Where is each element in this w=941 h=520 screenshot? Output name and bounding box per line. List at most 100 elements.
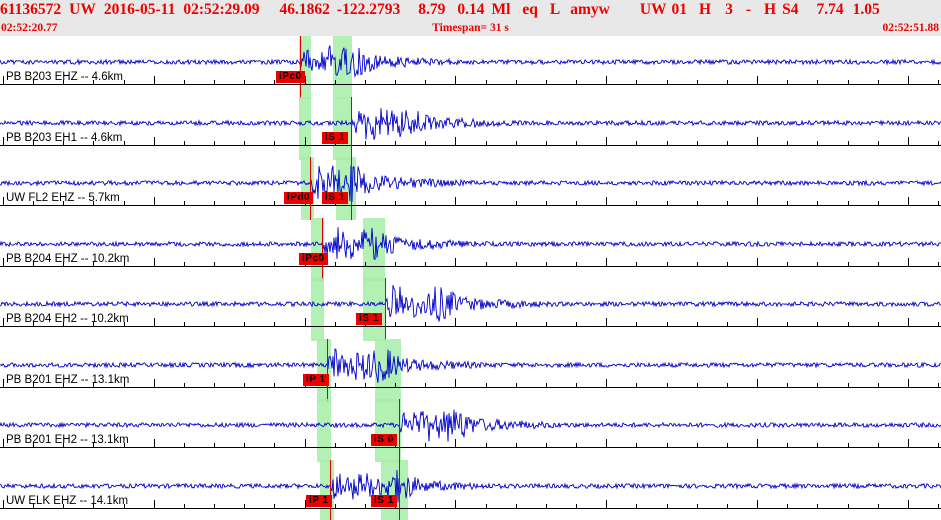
- axis-tick: [938, 383, 939, 388]
- axis-tick: [335, 80, 336, 85]
- axis-tick: [93, 443, 94, 448]
- axis-tick: [63, 262, 64, 267]
- pick-label-ipd0[interactable]: iPd0: [284, 192, 314, 204]
- axis-tick: [636, 504, 637, 509]
- axis-tick: [546, 504, 547, 509]
- trace-panel[interactable]: PB B203 EHZ -- 4.6km iPc0 PB B203 EH1 -- 4…: [0, 36, 941, 520]
- pick-label-ipc0[interactable]: iPc0: [299, 253, 328, 265]
- pick-marker-line[interactable]: [385, 278, 386, 341]
- axis-tick: [516, 201, 517, 206]
- auth-number: 01: [671, 1, 688, 18]
- pick-marker-line[interactable]: [330, 460, 331, 520]
- waveform-plot: [0, 347, 941, 383]
- axis-tick: [908, 197, 909, 206]
- axis-tick: [3, 500, 4, 509]
- trace-row[interactable]: UW ELK EHZ -- 14.1km iP 1 iS 1: [0, 460, 941, 520]
- axis-tick: [667, 262, 668, 267]
- timespan-label: Timespan= 31 s: [432, 22, 509, 34]
- axis-tick: [486, 141, 487, 146]
- pick-label-ip1[interactable]: iP 1: [303, 374, 329, 386]
- pick-marker-line[interactable]: [399, 460, 400, 520]
- trace-row[interactable]: UW FL2 EHZ -- 5.7km iPd0 iS 1: [0, 157, 941, 220]
- axis-tick: [124, 504, 125, 509]
- axis-tick: [33, 322, 34, 327]
- pick-marker-line[interactable]: [351, 157, 352, 220]
- axis-tick: [727, 443, 728, 448]
- pick-marker-line[interactable]: [327, 339, 328, 402]
- axis-tick: [817, 262, 818, 267]
- axis-tick: [335, 383, 336, 388]
- author-code: amyw: [570, 1, 610, 18]
- pick-label-ip1[interactable]: iP 1: [306, 495, 332, 507]
- channel-label: UW ELK EHZ -- 14.1km: [6, 495, 129, 507]
- axis-tick: [848, 383, 849, 388]
- pick-marker-line[interactable]: [399, 399, 400, 462]
- pick-marker-line[interactable]: [300, 36, 301, 99]
- axis-tick: [727, 383, 728, 388]
- window-end-time: 02:52:51.88: [882, 22, 939, 34]
- axis-tick: [455, 379, 456, 388]
- axis-tick: [938, 504, 939, 509]
- axis-tick: [63, 504, 64, 509]
- axis-tick: [576, 504, 577, 509]
- pick-label-is1[interactable]: iS 1: [322, 132, 348, 144]
- axis-tick: [274, 141, 275, 146]
- arrival-window-band: [317, 399, 331, 462]
- pick-label-is0[interactable]: iS 0: [371, 434, 397, 446]
- axis-tick: [878, 504, 879, 509]
- axis-tick: [274, 201, 275, 206]
- trace-row[interactable]: PB B203 EH1 -- 4.6km iS 1: [0, 97, 941, 160]
- axis-tick: [305, 500, 306, 509]
- axis-tick: [3, 379, 4, 388]
- time-axis: [0, 84, 941, 85]
- axis-tick: [274, 383, 275, 388]
- arrival-window-band: [363, 218, 385, 281]
- axis-tick: [636, 201, 637, 206]
- pick-label-is1[interactable]: iS 1: [371, 495, 397, 507]
- trace-row[interactable]: PB B201 EHZ -- 13.1km iP 1: [0, 339, 941, 402]
- trace-row[interactable]: PB B201 EH2 -- 13.1km iS 0: [0, 399, 941, 462]
- axis-tick: [154, 500, 155, 509]
- axis-tick: [3, 197, 4, 206]
- axis-tick: [395, 262, 396, 267]
- axis-tick: [335, 504, 336, 509]
- axis-tick: [244, 322, 245, 327]
- axis-tick: [606, 258, 607, 267]
- time-axis: [0, 145, 941, 146]
- axis-tick: [425, 201, 426, 206]
- trace-row[interactable]: PB B204 EHZ -- 10.2km iPc0: [0, 218, 941, 281]
- pick-marker-line[interactable]: [322, 218, 323, 281]
- trace-row[interactable]: PB B204 EH2 -- 10.2km iS 1: [0, 278, 941, 341]
- pick-label-is1[interactable]: iS 1: [356, 313, 382, 325]
- pick-marker-line[interactable]: [351, 97, 352, 160]
- axis-tick: [3, 76, 4, 85]
- axis-tick: [848, 504, 849, 509]
- channel-label: PB B203 EH1 -- 4.6km: [6, 132, 123, 144]
- pick-label-is1[interactable]: iS 1: [322, 192, 348, 204]
- axis-tick: [817, 201, 818, 206]
- axis-tick: [395, 80, 396, 85]
- axis-tick: [848, 141, 849, 146]
- axis-tick: [817, 141, 818, 146]
- axis-tick: [606, 197, 607, 206]
- axis-tick: [606, 76, 607, 85]
- axis-tick: [908, 258, 909, 267]
- axis-tick: [154, 258, 155, 267]
- axis-tick: [63, 141, 64, 146]
- time-axis: [0, 387, 941, 388]
- pick-marker-line[interactable]: [310, 157, 311, 220]
- axis-tick: [395, 383, 396, 388]
- axis-tick: [606, 500, 607, 509]
- axis-tick: [697, 322, 698, 327]
- axis-tick: [124, 383, 125, 388]
- axis-tick: [878, 322, 879, 327]
- axis-tick: [3, 137, 4, 146]
- trace-row[interactable]: PB B203 EHZ -- 4.6km iPc0: [0, 36, 941, 99]
- axis-tick: [455, 197, 456, 206]
- pick-label-ipc0[interactable]: iPc0: [276, 71, 305, 83]
- axis-tick: [787, 262, 788, 267]
- axis-tick: [124, 262, 125, 267]
- axis-tick: [576, 443, 577, 448]
- axis-tick: [335, 322, 336, 327]
- time-axis: [0, 205, 941, 206]
